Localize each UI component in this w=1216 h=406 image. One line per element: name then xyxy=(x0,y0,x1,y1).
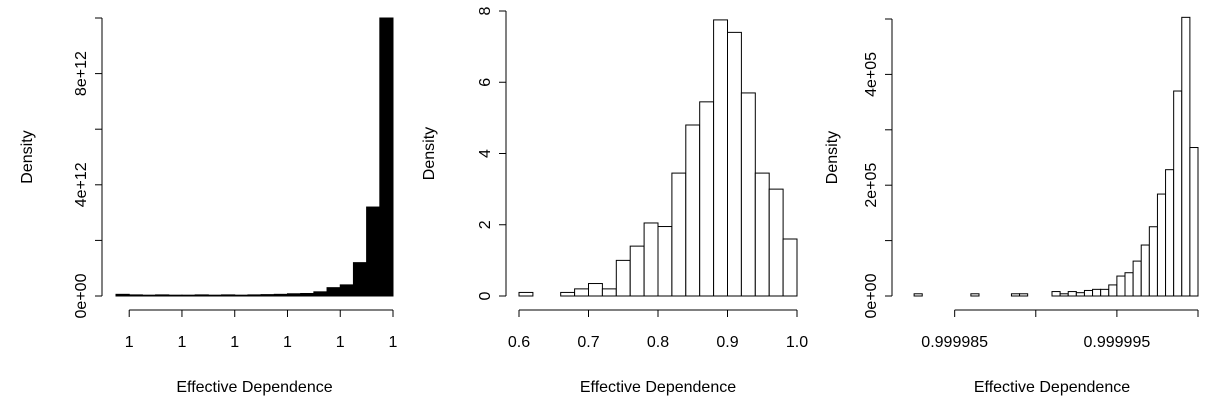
bar xyxy=(1108,284,1118,297)
bar xyxy=(181,294,196,297)
bar xyxy=(207,294,223,297)
bar xyxy=(1067,291,1077,297)
bar xyxy=(155,294,170,297)
x-tick-label: 0.999995 xyxy=(1084,334,1151,351)
y-tick-label: 4 xyxy=(477,149,494,158)
bar xyxy=(699,101,715,297)
bar xyxy=(1075,292,1085,297)
bar xyxy=(1100,288,1110,297)
y-axis-label: Density xyxy=(421,127,438,180)
x-tick-label: 0.8 xyxy=(647,334,669,351)
bar xyxy=(168,294,183,297)
x-tick-label: 1 xyxy=(336,334,345,351)
y-tick-label: 0e+00 xyxy=(73,273,90,318)
bar xyxy=(1189,147,1199,297)
bar xyxy=(518,291,534,297)
y-tick-label: 0 xyxy=(477,291,494,300)
x-tick-label: 1 xyxy=(283,334,292,351)
x-axis-label: Effective Dependence xyxy=(580,379,736,396)
bar xyxy=(379,17,394,297)
bar xyxy=(970,293,980,297)
bar xyxy=(1083,289,1094,297)
bar xyxy=(768,188,784,297)
bar xyxy=(1132,260,1142,297)
bar xyxy=(754,172,770,297)
bar xyxy=(286,293,302,297)
bar xyxy=(234,294,249,297)
x-axis-label: Effective Dependence xyxy=(176,379,332,396)
bar xyxy=(1173,90,1183,297)
x-tick-label: 0.7 xyxy=(577,334,599,351)
bar xyxy=(1059,293,1069,297)
bar xyxy=(782,238,798,297)
bar xyxy=(339,284,354,297)
y-tick-label: 2e+05 xyxy=(863,163,880,208)
bar xyxy=(300,292,315,297)
y-axis-label: Density xyxy=(824,131,841,184)
x-axis-label: Effective Dependence xyxy=(974,379,1130,396)
bar xyxy=(1165,169,1175,297)
bar xyxy=(657,226,673,297)
bar xyxy=(560,291,576,297)
bar xyxy=(671,172,687,297)
bar xyxy=(1140,244,1150,297)
bar xyxy=(740,92,756,297)
y-tick-label: 4e+12 xyxy=(73,162,90,207)
bar xyxy=(141,294,157,297)
bar xyxy=(313,291,328,297)
bar xyxy=(1010,293,1021,297)
x-tick-label: 0.9 xyxy=(716,334,738,351)
bar xyxy=(128,294,143,297)
y-axis-label: Density xyxy=(19,130,36,183)
bar xyxy=(366,206,381,297)
bar xyxy=(1116,275,1126,297)
bar xyxy=(1124,272,1134,297)
bar xyxy=(913,293,923,297)
bar xyxy=(115,293,130,297)
bar xyxy=(1181,16,1191,297)
bar xyxy=(221,294,236,297)
x-tick-label: 1 xyxy=(178,334,187,351)
bar xyxy=(1148,226,1158,297)
y-tick-label: 8e+12 xyxy=(73,51,90,96)
bar xyxy=(615,259,631,297)
bar xyxy=(273,293,288,297)
x-tick-label: 1.0 xyxy=(786,334,808,351)
bar xyxy=(260,294,275,297)
bar xyxy=(727,31,742,297)
bar xyxy=(643,222,659,297)
bar xyxy=(1092,288,1102,297)
bar xyxy=(1156,193,1167,297)
y-tick-label: 6 xyxy=(477,78,494,87)
x-tick-label: 1 xyxy=(389,334,398,351)
bar xyxy=(629,245,645,297)
y-tick-label: 8 xyxy=(477,6,494,15)
x-tick-label: 0.999985 xyxy=(921,334,988,351)
bar xyxy=(574,288,589,297)
bar xyxy=(247,294,262,297)
x-tick-label: 1 xyxy=(125,334,134,351)
y-tick-label: 4e+05 xyxy=(863,52,880,97)
y-tick-label: 2 xyxy=(477,220,494,229)
x-tick-label: 0.6 xyxy=(508,334,530,351)
bar xyxy=(685,124,701,297)
bar xyxy=(1019,293,1029,297)
bar xyxy=(713,19,728,297)
y-tick-label: 0e+00 xyxy=(863,273,880,318)
bar xyxy=(352,262,368,297)
bar xyxy=(194,294,209,297)
bar xyxy=(326,287,341,297)
x-tick-label: 1 xyxy=(230,334,239,351)
bar xyxy=(1051,291,1061,297)
bar xyxy=(601,288,617,297)
bar xyxy=(588,283,603,297)
